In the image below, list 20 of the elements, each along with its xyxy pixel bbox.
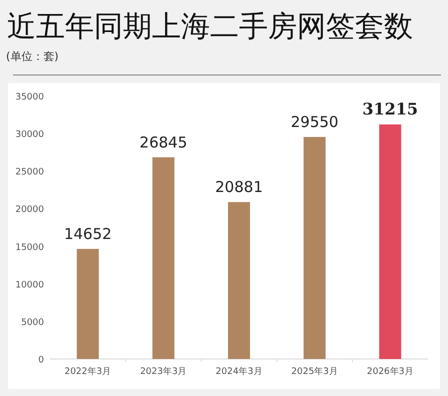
x-tick-label: 2025年3月 [291, 366, 338, 377]
x-tick-label: 2022年3月 [64, 366, 112, 377]
chart-subtitle: (单位：套) [6, 50, 59, 63]
y-tick-label: 20000 [15, 205, 44, 216]
y-tick-label: 0 [38, 356, 44, 366]
data-label: 26845 [140, 133, 188, 152]
data-label: 14652 [64, 224, 112, 243]
y-tick-label: 5000 [21, 318, 44, 328]
y-tick-label: 15000 [15, 242, 44, 253]
x-tick-label: 2024年3月 [216, 366, 262, 377]
y-tick-label: 25000 [15, 168, 44, 178]
data-label: 20881 [215, 178, 263, 196]
x-tick-label: 2023年3月 [140, 366, 187, 377]
y-tick-label: 10000 [15, 280, 44, 290]
y-tick-label: 35000 [15, 92, 44, 102]
chart-title: 近五年同期上海二手房网签套数 [7, 9, 413, 43]
data-label: 31215 [362, 99, 418, 118]
y-tick-label: 30000 [15, 130, 44, 140]
x-tick-label: 2026年3月 [366, 366, 414, 377]
data-label: 29550 [290, 112, 338, 131]
